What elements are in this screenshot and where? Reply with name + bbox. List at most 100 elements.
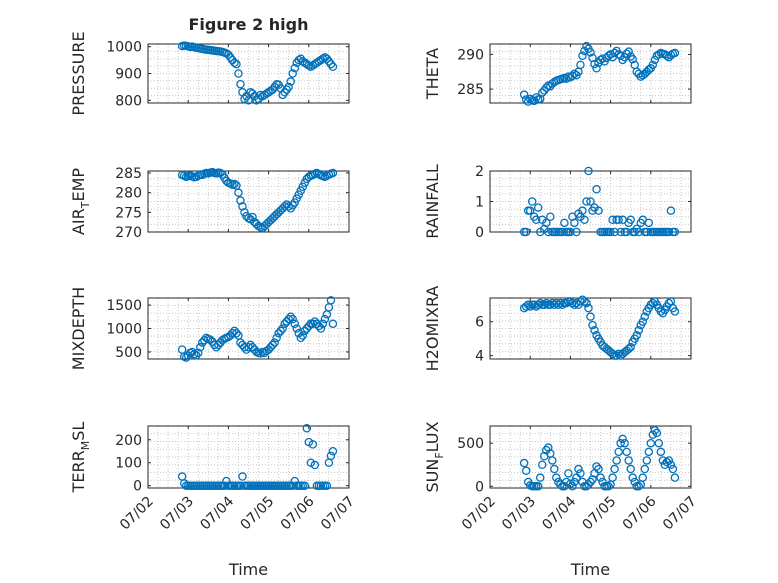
data-point — [572, 227, 581, 237]
data-point — [582, 298, 591, 308]
data-point — [610, 464, 619, 474]
data-point — [626, 464, 635, 474]
data-point — [521, 95, 531, 104]
y-tick-label: 280 — [115, 186, 142, 202]
y-tick-label: 1 — [475, 195, 484, 211]
y-tick-label: 290 — [457, 47, 484, 63]
data-point — [594, 206, 603, 215]
x-tick-label: 07/03 — [157, 494, 197, 534]
data-point — [288, 69, 297, 78]
data-point — [590, 59, 599, 69]
data-point — [326, 296, 336, 305]
data-point — [556, 298, 565, 308]
data-point — [268, 340, 277, 350]
data-point — [642, 227, 652, 237]
data-point — [318, 319, 328, 329]
data-point — [521, 227, 531, 237]
y-tick-label: 200 — [115, 433, 142, 449]
data-point — [533, 482, 543, 491]
data-point — [230, 179, 239, 189]
data-point — [531, 93, 541, 102]
x-tick-label: 07/05 — [238, 494, 278, 534]
data-point — [626, 215, 635, 225]
x-tick-label: 07/02 — [117, 494, 157, 534]
data-point — [244, 96, 253, 105]
data-point — [328, 62, 338, 72]
data-point — [552, 298, 561, 308]
data-point — [542, 83, 551, 92]
data-point — [523, 300, 533, 310]
data-point — [272, 333, 281, 343]
data-point — [220, 481, 229, 490]
data-point — [206, 335, 215, 345]
series-mixdepth — [177, 296, 338, 362]
data-point — [644, 447, 654, 457]
data-point — [612, 351, 621, 360]
y-tick-label: 275 — [115, 205, 142, 221]
data-point — [582, 197, 591, 206]
data-point — [546, 300, 555, 310]
y-axis-label-mixdepth: MIXDEPTH — [69, 287, 88, 370]
data-point — [290, 319, 299, 329]
data-point — [252, 96, 261, 105]
data-point — [616, 227, 625, 237]
data-point — [290, 63, 299, 73]
grid-rainfall — [490, 171, 691, 232]
data-point — [296, 333, 306, 343]
data-point — [519, 458, 529, 468]
y-axis-label-terr_msl: TERRMSL — [69, 422, 92, 494]
data-point — [574, 464, 583, 474]
data-point — [548, 298, 557, 308]
data-point — [540, 300, 549, 310]
data-point — [586, 477, 595, 487]
data-point — [533, 203, 543, 212]
data-point — [570, 218, 579, 228]
data-point — [576, 297, 585, 306]
data-point — [284, 202, 293, 211]
grid-h2omixra — [490, 298, 691, 359]
x-axis-label: Time — [570, 560, 610, 579]
axes-box-terr_msl — [147, 425, 350, 489]
grid-terr_msl — [148, 426, 349, 488]
series-pressure — [177, 41, 338, 105]
data-point — [586, 48, 595, 57]
data-point — [298, 331, 308, 340]
data-point — [616, 438, 625, 448]
data-point — [614, 349, 623, 359]
data-point — [618, 434, 627, 444]
data-point — [292, 324, 301, 333]
data-point — [624, 344, 633, 354]
data-point — [552, 473, 561, 482]
data-point — [592, 64, 601, 73]
y-axis-label-rainfall: RAINFALL — [423, 164, 442, 239]
data-point — [670, 48, 680, 58]
data-point — [610, 227, 619, 237]
data-point — [248, 212, 257, 222]
data-point — [656, 447, 666, 457]
data-point — [544, 227, 553, 237]
data-point — [638, 473, 648, 482]
data-point — [562, 298, 571, 308]
data-point — [584, 480, 593, 489]
data-point — [284, 82, 293, 92]
data-point — [580, 297, 589, 306]
data-point — [644, 218, 654, 228]
data-point — [608, 215, 617, 225]
data-point — [270, 338, 279, 347]
data-point — [576, 469, 585, 478]
data-point — [648, 60, 658, 70]
data-point — [666, 206, 676, 215]
data-point — [236, 79, 245, 89]
data-point — [236, 196, 245, 205]
data-point — [328, 319, 338, 329]
data-point — [652, 428, 662, 438]
data-point — [586, 197, 595, 206]
data-point — [558, 227, 567, 237]
y-tick-label: 285 — [457, 82, 484, 98]
subplot-pressure: 800 900 1000 PRESSURE — [69, 31, 350, 116]
data-point — [622, 447, 631, 457]
data-point — [592, 462, 601, 471]
x-tick-label: 07/06 — [278, 493, 318, 533]
data-point — [533, 300, 543, 310]
